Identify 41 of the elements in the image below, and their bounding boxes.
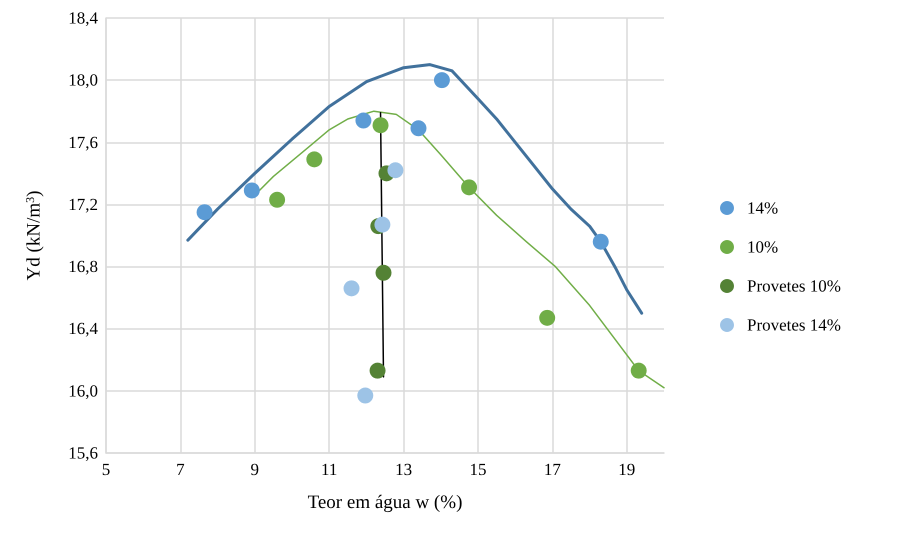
y-tick-label: 16,8: [68, 257, 98, 276]
point: [244, 182, 260, 198]
x-tick-label: 5: [102, 460, 110, 479]
y-tick-label: 17,2: [68, 194, 98, 214]
y-tick-label: 18,4: [68, 8, 98, 28]
y-tick-label: 18,0: [68, 70, 98, 90]
x-tick-label: 11: [321, 460, 338, 479]
legend-label: 10%: [747, 238, 778, 256]
x-tick-label: 9: [250, 460, 260, 479]
legend-label: 14%: [747, 198, 778, 218]
point: [592, 234, 609, 250]
point: [374, 216, 390, 233]
y-tick-label: 17,6: [68, 132, 98, 152]
point: [410, 120, 426, 136]
y-tick-label: 15,6: [68, 444, 98, 462]
point: [196, 204, 213, 220]
point: [370, 362, 386, 379]
point: [344, 280, 360, 296]
point: [630, 362, 647, 379]
y-tick-label: 16,0: [68, 381, 98, 400]
point: [355, 112, 372, 129]
x-tick-label: 13: [395, 460, 412, 479]
y-axis-title: Yd (kN/m3): [23, 190, 44, 280]
point: [434, 72, 450, 88]
point: [269, 192, 286, 208]
x-axis-title: Teor em água w (%): [308, 492, 462, 513]
y-tick-label: 16,4: [68, 319, 98, 338]
point: [376, 264, 392, 281]
line-series: [186, 63, 644, 315]
point: [539, 310, 556, 326]
x-tick-label: 17: [544, 460, 562, 479]
x-tick-label: 19: [618, 460, 636, 479]
x-tick-label: 7: [176, 460, 186, 479]
x-tick-label: 15: [470, 460, 486, 479]
point: [306, 151, 322, 168]
point: [372, 117, 389, 134]
legend-label: Provetes 14%: [747, 316, 841, 334]
point: [387, 162, 404, 178]
legend-label: Provetes 10%: [747, 276, 841, 296]
point: [357, 388, 374, 404]
point: [461, 179, 478, 196]
